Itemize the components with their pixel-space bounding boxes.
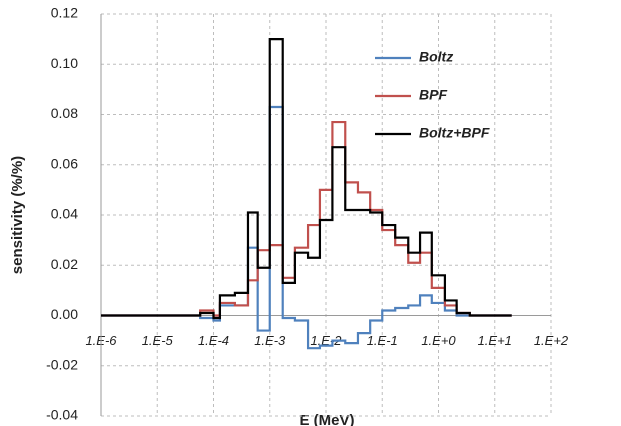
y-tick-label: 0.10 (51, 55, 78, 71)
x-axis-title: E (MeV) (299, 412, 354, 426)
y-tick-label: 0.00 (51, 306, 78, 322)
x-tick-label: 1.E-2 (310, 333, 342, 348)
x-tick-label: 1.E-1 (367, 333, 398, 348)
x-tick-label: 1.E+0 (421, 333, 456, 348)
step-line (101, 105, 512, 350)
y-tick-label: -0.04 (46, 407, 78, 423)
x-tick-label: 1.E-3 (254, 333, 286, 348)
y-tick-label: 0.04 (51, 206, 78, 222)
y-tick-label: 0.08 (51, 105, 78, 121)
step-line (101, 38, 512, 320)
step-line (101, 120, 512, 317)
x-tick-label: 1.E+2 (534, 333, 569, 348)
x-tick-label: 1.E+1 (478, 333, 512, 348)
y-tick-label: 0.12 (51, 5, 78, 21)
y-tick-label: 0.02 (51, 256, 78, 272)
y-tick-label: -0.02 (46, 356, 78, 372)
legend-label: Boltz+BPF (419, 125, 490, 141)
x-tick-label: 1.E-5 (142, 333, 174, 348)
legend-label: Boltz (419, 49, 453, 65)
y-axis-title: sensitivity (%/%) (9, 156, 26, 274)
legend-label: BPF (419, 87, 447, 103)
y-tick-label: 0.06 (51, 155, 78, 171)
x-tick-label: 1.E-4 (198, 333, 229, 348)
